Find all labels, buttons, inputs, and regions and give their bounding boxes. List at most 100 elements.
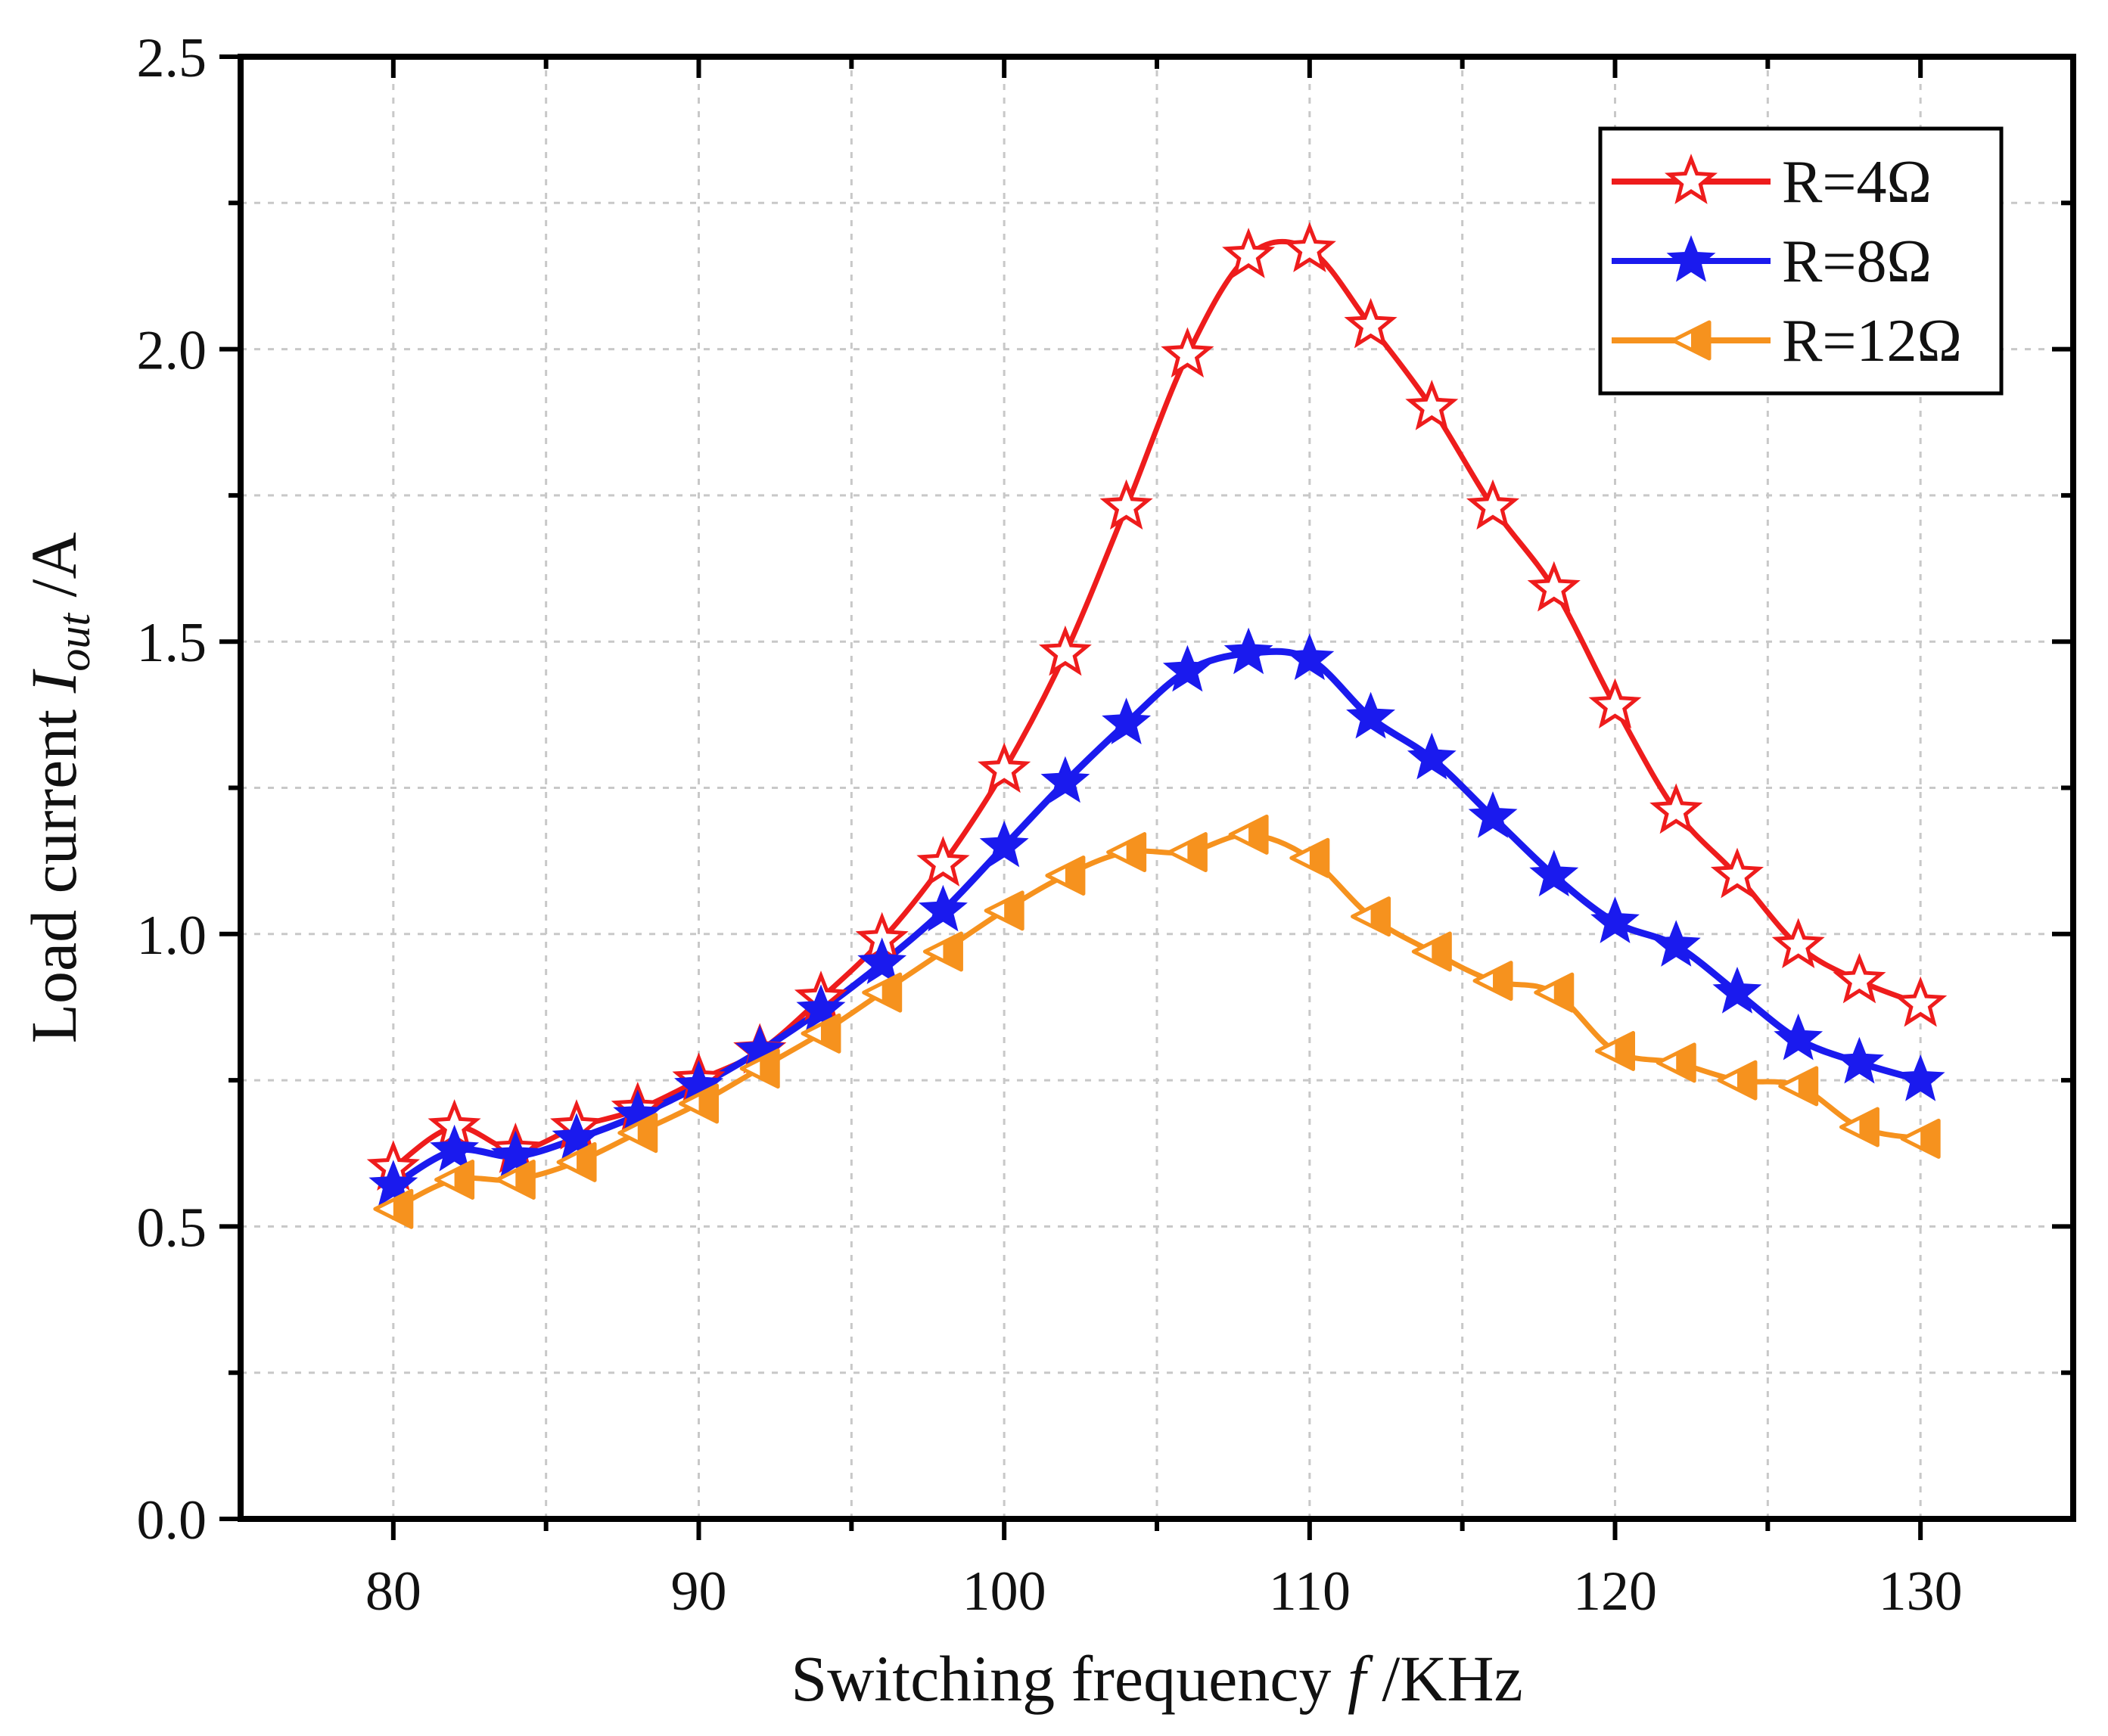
y-tick-label: 2.5 [137,27,207,89]
data-point [1466,479,1520,530]
data-point [1778,1066,1819,1107]
x-axis-title: Switching frequency f /KHz [791,1642,1522,1715]
y-tick-label: 2.0 [137,320,207,382]
data-point [1045,855,1086,896]
data-point [739,1048,780,1089]
data-point [1106,832,1147,873]
data-point [1411,931,1452,972]
data-point [796,984,846,1031]
data-point [1717,1060,1758,1101]
data-point [1038,625,1092,676]
data-point [1040,756,1090,803]
legend-label: R=4Ω [1782,149,1932,216]
data-point [916,836,970,887]
marker-fill [943,933,962,970]
data-point [1222,228,1276,278]
data-point [1161,327,1214,378]
marker-fill [1065,857,1084,894]
y-tick-label: 1.0 [137,905,207,967]
data-point [1649,783,1703,834]
y-axis-symbol: I [17,669,90,694]
data-point [801,1013,841,1054]
grid [241,57,2073,1519]
marker-fill [820,1015,839,1052]
data-point [1468,791,1518,838]
marker-fill [1691,322,1709,359]
data-point [1344,297,1398,349]
marker-fill [1553,974,1572,1011]
marker-fill [1432,933,1450,970]
axis-ticks [219,54,2073,1540]
data-point [1099,479,1153,530]
data-point [679,1083,719,1124]
legend-item-r12: R=12Ω [1612,308,1962,374]
data-point [490,1130,540,1178]
legend-item-r8: R=8Ω [1612,228,1932,295]
marker-fill [881,974,900,1011]
x-tick-label: 100 [962,1561,1046,1623]
data-point [1894,976,1948,1027]
data-point [1588,678,1642,729]
data-point [1283,222,1336,272]
marker-fill [1920,1120,1939,1157]
data-point [979,820,1029,868]
data-point [1102,697,1152,745]
marker-fill [1309,840,1328,877]
data-point [617,1113,658,1154]
data-point [1228,814,1269,855]
data-point [1774,1013,1824,1061]
legend: R=4Ω R=8Ω R=12Ω [1598,126,2004,396]
data-point [1472,961,1513,1002]
data-point [1771,918,1825,969]
data-point [1834,1036,1884,1084]
data-point [978,742,1031,793]
y-axis-label: Load current [17,710,90,1044]
x-axis-unit: /KHz [1382,1642,1522,1715]
series-markers [366,222,1948,1229]
data-point [552,1113,602,1160]
data-point [1833,952,1886,1004]
marker-fill [1798,1067,1817,1104]
tick-labels: 80 90 100 110 120 130 0.0 0.5 1.0 1.5 2.0 2.5 [137,27,1963,1623]
legend-marker [1666,234,1716,282]
data-point [495,1160,536,1200]
marker-fill [760,1050,779,1087]
data-point [1405,380,1459,430]
data-point [1534,972,1575,1013]
x-tick-label: 130 [1879,1561,1963,1623]
legend-label: R=8Ω [1782,228,1932,295]
data-point [1167,832,1208,873]
marker-fill [1859,1108,1878,1145]
x-tick-label: 120 [1573,1561,1657,1623]
data-point [1289,837,1330,878]
legend-item-r4: R=4Ω [1612,149,1932,216]
legend-marker [1664,154,1718,204]
x-tick-label: 80 [365,1561,421,1623]
data-point [857,937,907,985]
data-point [922,931,963,972]
marker-fill [1736,1062,1755,1099]
y-tick-label: 0.5 [137,1197,207,1259]
legend-marker [1671,320,1712,361]
data-point [1529,849,1579,897]
data-point [1710,847,1764,899]
series-r8-markers [368,627,1945,1207]
marker-fill [1126,834,1145,871]
marker-fill [454,1161,473,1198]
data-point [1656,1042,1696,1083]
data-point [1351,896,1391,937]
series-r12-markers [373,814,1941,1229]
data-point [556,1141,597,1182]
data-point [373,1188,414,1229]
marker-fill [1248,816,1267,853]
x-axis-label: Switching frequency [791,1642,1331,1715]
legend-label: R=12Ω [1782,308,1962,374]
marker-fill [1370,898,1389,935]
data-point [1590,896,1640,943]
marker-fill [698,1085,717,1123]
y-tick-label: 1.5 [137,612,207,674]
y-axis-title: Load current Iout /A [17,532,99,1043]
data-point [368,1160,418,1207]
